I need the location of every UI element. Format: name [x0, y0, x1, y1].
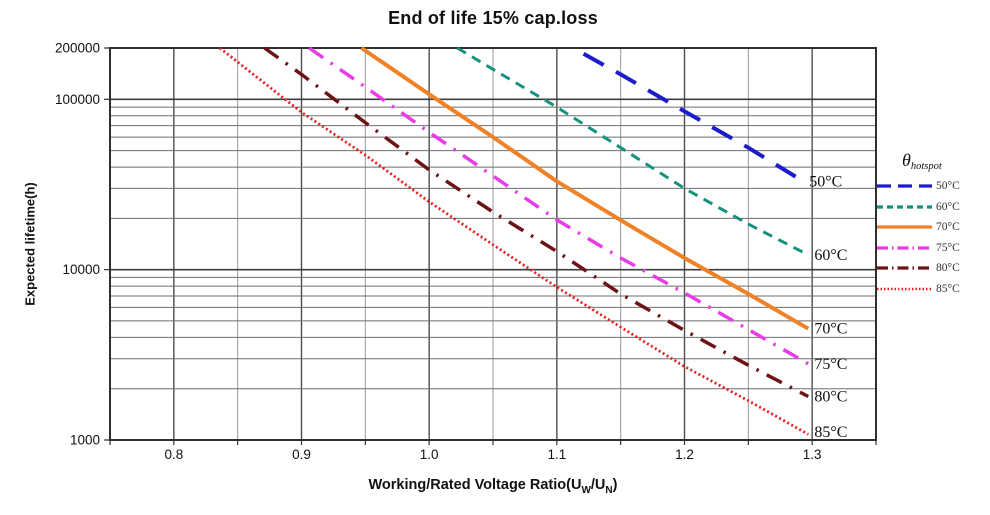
x-axis-title-mid: /U	[590, 477, 606, 493]
legend: θhotspot 50°C 60°C 70°C 75°C 80°C 85°C	[876, 150, 988, 299]
grid-layer	[110, 48, 876, 440]
legend-swatch-75c	[877, 246, 932, 250]
x-axis-title: Working/Rated Voltage Ratio(UW/UN)	[110, 477, 876, 496]
curve-85c	[218, 46, 809, 436]
theta-icon: θ	[902, 150, 911, 170]
x-tick-label-10: 1.0	[420, 447, 439, 462]
x-tick-label-11: 1.1	[547, 447, 566, 462]
x-tick-label-12: 1.2	[675, 447, 694, 462]
legend-label-75c: 75°C	[936, 241, 960, 254]
legend-item-60c: 60°C	[876, 197, 988, 218]
x-axis-title-text: Working/Rated Voltage Ratio(U	[368, 477, 582, 493]
series-layer	[218, 46, 810, 436]
curve-end-label-50c: 50°C	[809, 173, 842, 190]
tick-layer	[104, 47, 877, 445]
legend-label-60c: 60°C	[936, 200, 960, 213]
legend-label-85c: 85°C	[936, 282, 960, 295]
legend-swatch-85c	[877, 287, 932, 290]
y-tick-label-200000: 200000	[55, 41, 100, 56]
curve-end-label-75c: 75°C	[814, 356, 847, 373]
x-tick-label-09: 0.9	[292, 447, 311, 462]
legend-title: θhotspot	[902, 150, 988, 172]
curve-50c	[582, 52, 805, 184]
x-tick-label-08: 0.8	[164, 447, 183, 462]
x-axis-title-close: )	[612, 477, 618, 493]
y-tick-label-1000: 1000	[70, 433, 100, 448]
chart-title: End of life 15% cap.loss	[388, 8, 598, 28]
y-axis-title: Expected lifetime(h)	[22, 182, 38, 306]
legend-label-50c: 50°C	[936, 180, 960, 193]
x-axis-title-sub-w: W	[581, 484, 591, 496]
curve-end-label-85c: 85°C	[814, 424, 847, 441]
curve-end-label-80c: 80°C	[814, 389, 847, 406]
legend-label-70c: 70°C	[936, 221, 960, 234]
legend-title-subscript: hotspot	[910, 161, 942, 172]
curve-end-label-70c: 70°C	[814, 321, 847, 338]
legend-item-50c: 50°C	[876, 176, 988, 197]
legend-swatch-60c	[877, 205, 932, 209]
curve-end-label-60c: 60°C	[814, 247, 847, 264]
legend-item-85c: 85°C	[876, 279, 988, 300]
curve-80c	[263, 46, 810, 399]
legend-item-70c: 70°C	[876, 217, 988, 238]
legend-swatch-50c	[877, 184, 932, 188]
x-tick-label-13: 1.3	[803, 447, 822, 462]
curve-75c	[308, 46, 810, 366]
legend-item-80c: 80°C	[876, 258, 988, 279]
y-tick-label-10000: 10000	[62, 262, 100, 277]
curve-60c	[456, 46, 809, 257]
legend-label-80c: 80°C	[936, 262, 960, 275]
x-axis-title-sub-n: N	[605, 484, 613, 496]
legend-swatch-70c	[877, 225, 932, 229]
legend-entries: 50°C 60°C 70°C 75°C 80°C 85°C	[876, 176, 988, 299]
legend-swatch-80c	[877, 266, 932, 270]
curve-70c	[360, 46, 810, 331]
y-tick-label-100000: 100000	[55, 92, 100, 107]
legend-item-75c: 75°C	[876, 238, 988, 259]
